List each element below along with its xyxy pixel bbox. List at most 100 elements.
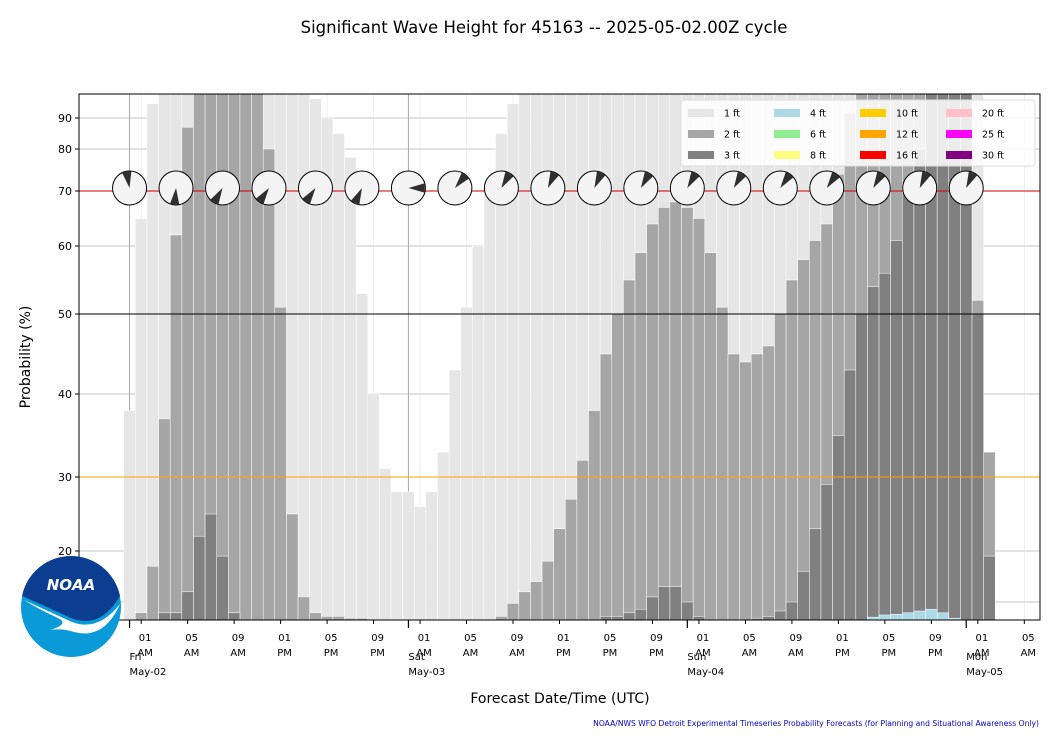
bar [123, 410, 136, 620]
bar [971, 313, 984, 620]
legend-swatch [774, 151, 800, 159]
legend-label: 4 ft [810, 109, 826, 120]
bar [878, 614, 891, 620]
bar [774, 610, 787, 620]
noaa-logo: NOAA [21, 555, 121, 657]
bar [135, 612, 148, 620]
y-axis-label: Probability (%) [18, 306, 34, 409]
bar [530, 94, 543, 620]
x-tick-label: 05 PM [882, 633, 897, 659]
x-major-tick-label: Fri May-02 [130, 652, 167, 678]
bar [727, 353, 740, 620]
direction-marker [530, 170, 566, 206]
y-tick-label: 80 [58, 143, 72, 156]
bar [425, 491, 438, 620]
bar [216, 94, 229, 620]
bar [506, 603, 520, 620]
bar [774, 313, 787, 620]
direction-wedge [501, 171, 514, 188]
bar [169, 234, 183, 620]
legend-label: 16 ft [896, 151, 918, 162]
bar [262, 148, 276, 620]
bar [843, 369, 857, 620]
x-tick-label: 09 AM [788, 633, 803, 659]
x-tick-label: 05 AM [463, 633, 478, 659]
direction-wedge [169, 188, 180, 205]
legend-swatch [860, 130, 886, 138]
bar [518, 94, 531, 620]
bar [739, 361, 752, 620]
bar [146, 566, 159, 620]
plot-frame [78, 93, 1041, 621]
legend-label: 8 ft [810, 151, 826, 162]
direction-marker [623, 170, 659, 206]
bar [576, 460, 589, 620]
bar [925, 94, 938, 620]
direction-wedge [733, 171, 747, 188]
logo-top [22, 555, 120, 622]
legend-swatch [946, 109, 972, 117]
direction-marker [437, 170, 473, 206]
bar [321, 616, 334, 620]
bar [541, 94, 554, 620]
x-major-tick-label: Sun May-04 [687, 652, 724, 678]
footer-note: NOAA/NWS WFO Detroit Experimental Timese… [593, 719, 1039, 728]
bar [832, 435, 845, 620]
bar [902, 612, 915, 620]
x-tick-label: 09 PM [649, 633, 664, 659]
bar [355, 293, 369, 620]
bar [390, 491, 403, 620]
direction-wedge [547, 171, 560, 188]
bar [809, 528, 822, 620]
bar [797, 571, 810, 620]
bar [913, 148, 926, 620]
direction-wedge [966, 171, 978, 188]
bar [785, 279, 798, 620]
legend-label: 20 ft [982, 109, 1004, 120]
y-tick-label: 40 [58, 388, 72, 401]
chart-title: Significant Wave Height for 45163 -- 202… [301, 18, 788, 37]
bar [518, 591, 531, 620]
legend-label: 1 ft [724, 109, 740, 120]
legend-swatch [774, 109, 800, 117]
logo-text: NOAA [47, 576, 96, 594]
direction-wedge [919, 171, 931, 188]
x-tick-label: 09 AM [230, 633, 245, 659]
bar [495, 133, 508, 620]
bar [902, 190, 915, 620]
bar [495, 616, 508, 620]
legend-label: 2 ft [724, 130, 740, 141]
direction-marker [344, 170, 380, 206]
direction-wedge [255, 188, 269, 205]
direction-wedge [210, 188, 223, 205]
x-tick-label: 01 AM [974, 633, 989, 659]
y-tick-label: 50 [58, 308, 72, 321]
legend-swatch [688, 109, 714, 117]
bar [936, 612, 950, 620]
legend-swatch [946, 151, 972, 159]
direction-marker [158, 170, 194, 206]
bar [762, 616, 775, 620]
bar [448, 369, 461, 620]
y-tick-label: 70 [58, 185, 72, 198]
bar [960, 94, 973, 620]
x-tick-label: 05 PM [603, 633, 618, 659]
x-major-tick-label: Mon May-05 [966, 652, 1003, 678]
bar [228, 94, 241, 620]
bar [750, 353, 764, 620]
direction-wedge [687, 171, 700, 188]
bar [472, 245, 485, 620]
x-tick-label: 01 PM [556, 633, 571, 659]
bar [681, 207, 694, 620]
bar [135, 218, 148, 620]
legend-label: 6 ft [810, 130, 826, 141]
bar [925, 608, 938, 620]
x-tick-label: 01 AM [416, 633, 431, 659]
x-tick-label: 09 PM [370, 633, 385, 659]
bar [158, 418, 171, 620]
direction-marker [669, 170, 705, 206]
direction-wedge [350, 188, 362, 205]
overlay: 10203040506070809001AM05AM09AM01PM05PM09… [21, 93, 1041, 678]
bar [413, 506, 427, 620]
